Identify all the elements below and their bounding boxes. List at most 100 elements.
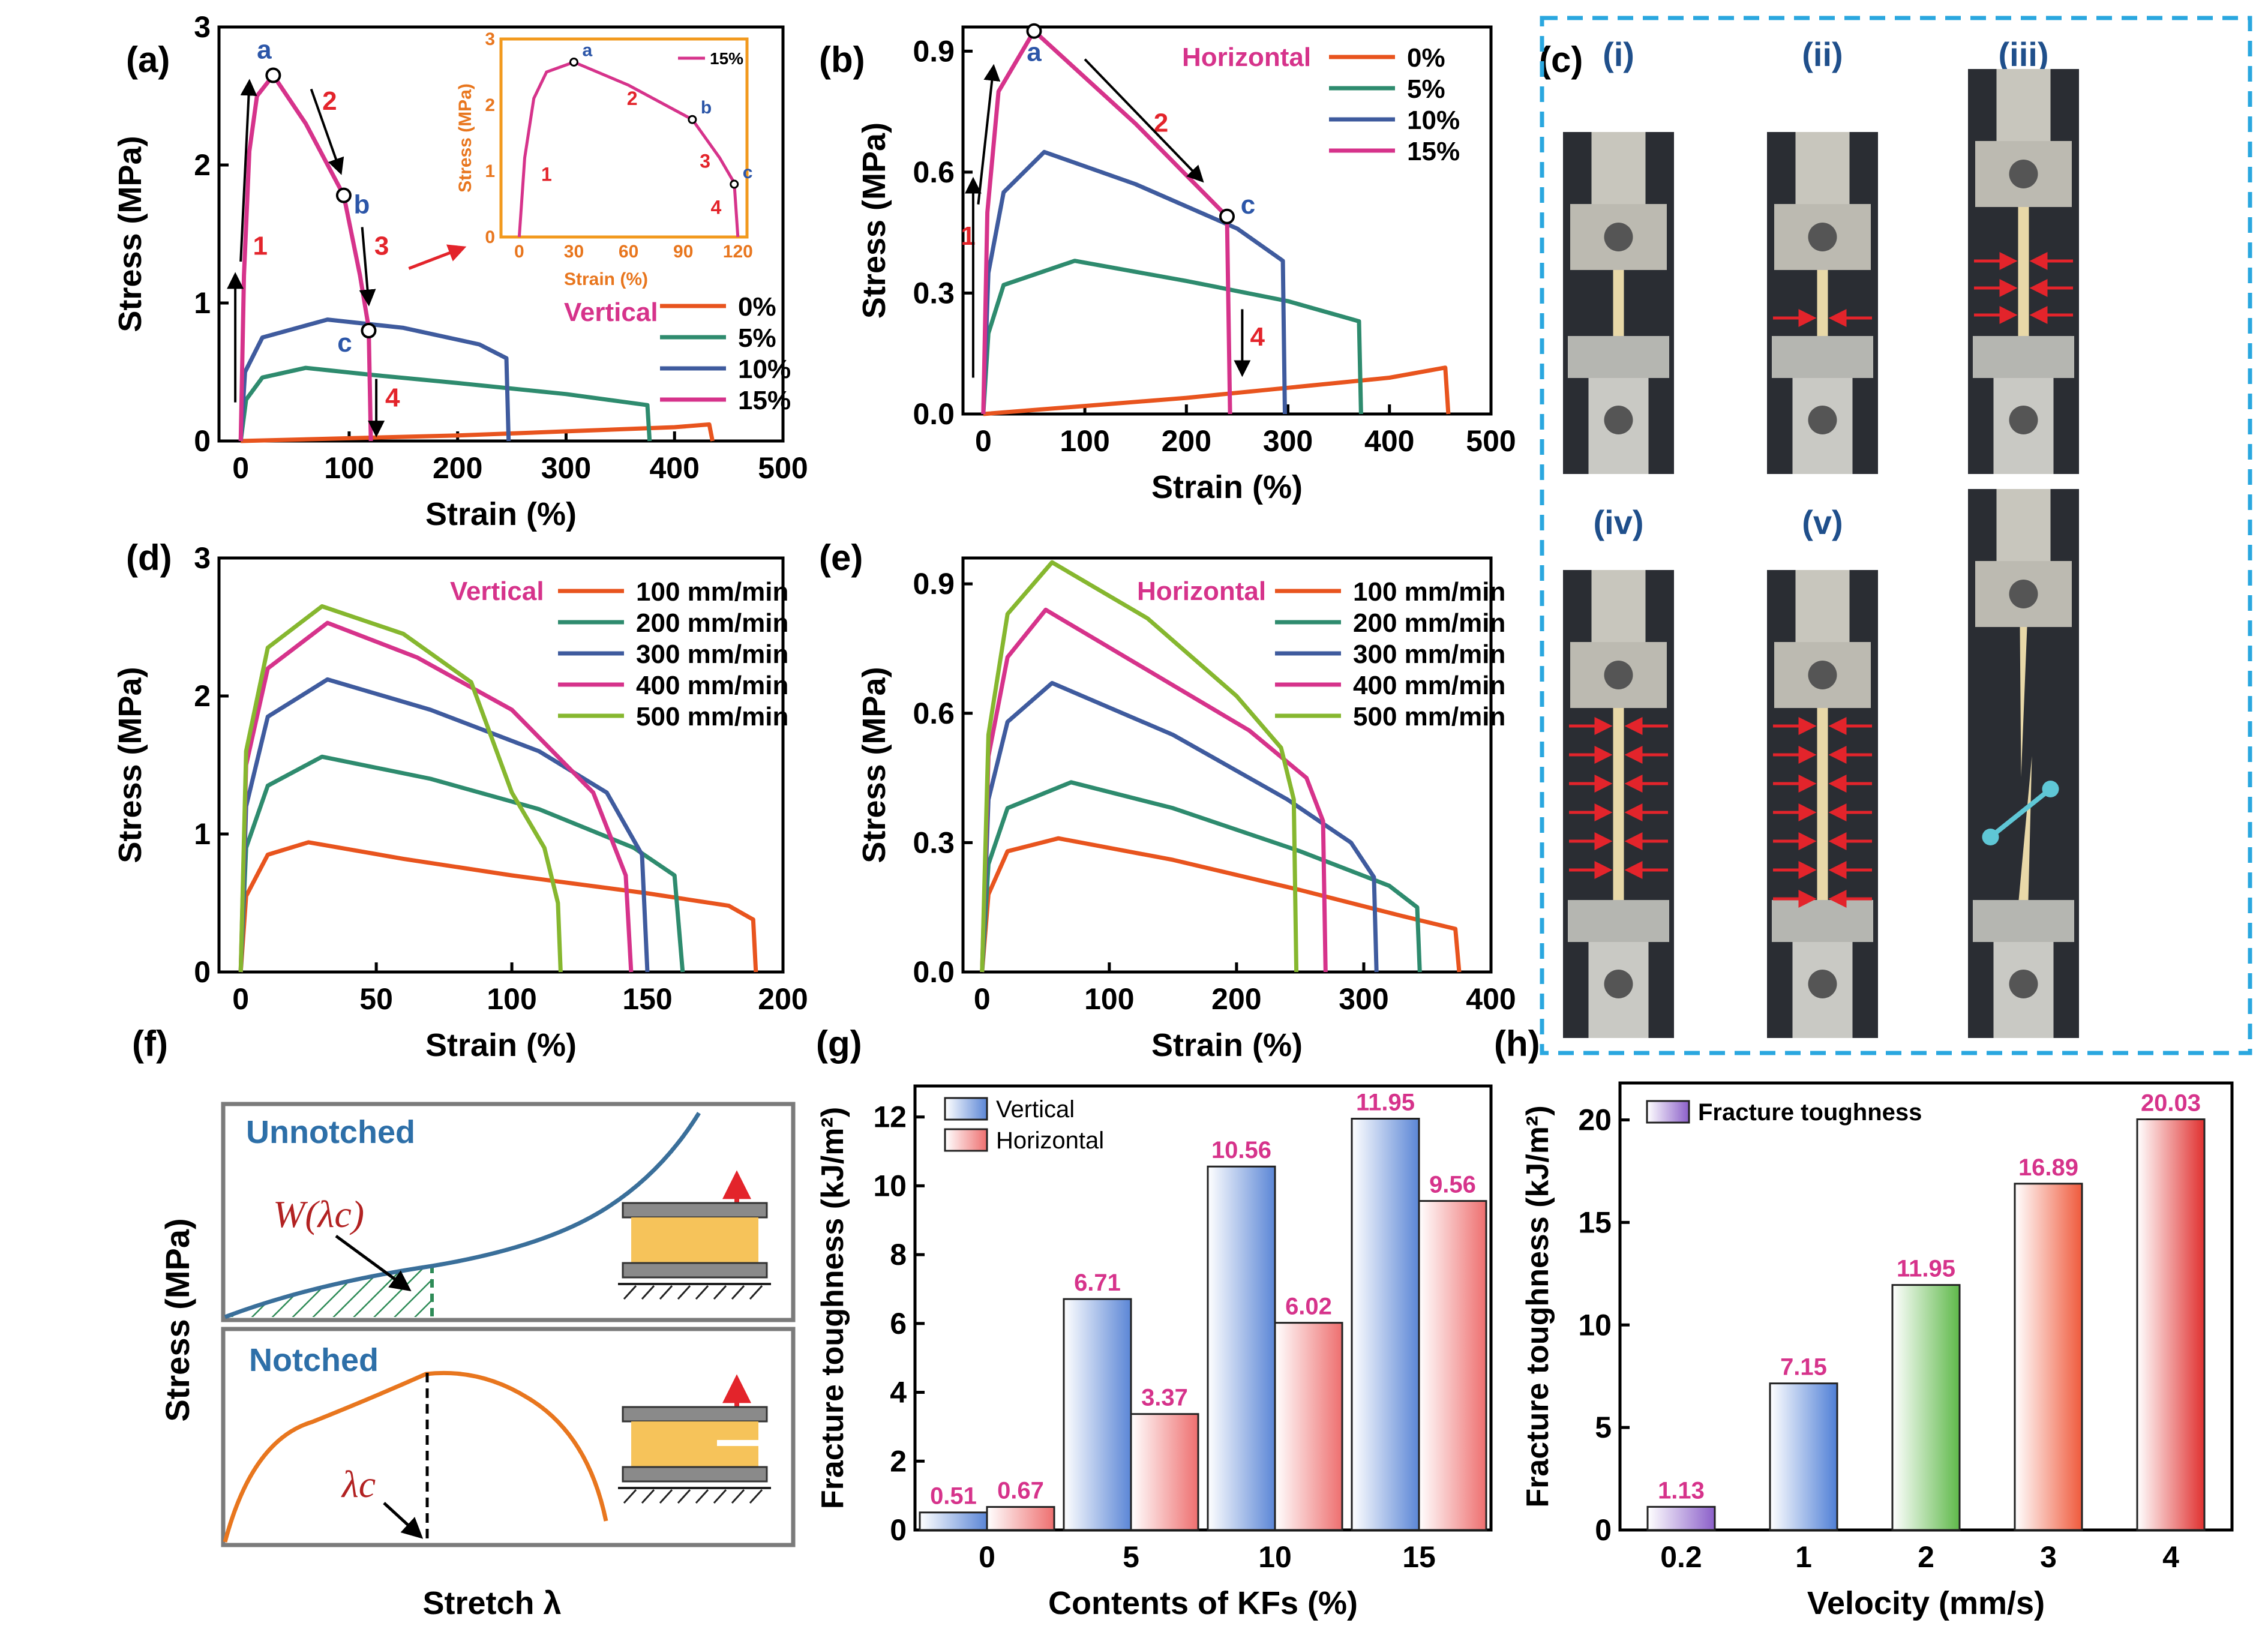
chart-g-toughness-by-content: 0 2 4 6 8 10 12 Contents of KFs (%) Fracture tou… [815,1084,1493,1621]
x-tick-label: 5 [1123,1540,1139,1574]
inset-step-label: 3 [700,151,710,172]
x-axis-label: Strain (%) [1151,469,1303,505]
legend-label: 500 mm/min [636,702,788,731]
x-tick-label: 100 [1060,424,1109,458]
bar-velocity-0.2 [1646,1505,1716,1531]
series-line-400-mm-min [980,607,1328,973]
y-tick-label: 0 [890,1513,907,1547]
point-label-a: a [257,35,272,65]
inset-y-tick-label: 2 [485,95,495,115]
process-arrow [1084,58,1204,183]
unnotched-title: Unnotched [246,1114,415,1150]
series-line-200-mm-min [980,780,1422,973]
photo-1 [1563,132,1674,474]
inset-point-label: b [701,98,712,118]
bar-vertical-15 [1351,1117,1420,1531]
bar-value-label: 3.37 [1141,1385,1188,1411]
y-tick-label: 6 [890,1307,907,1340]
y-axis-label: Fracture toughness (kJ/m²) [1520,1105,1555,1507]
y-tick-label: 0 [194,955,211,989]
x-tick-label: 2 [1918,1540,1934,1574]
inset-step-label: 1 [541,164,552,185]
x-tick-label: 200 [433,451,482,485]
x-tick-label: 200 [1162,424,1211,458]
point-label-b: b [353,190,370,220]
y-tick-label: 12 [873,1100,907,1134]
legend-label: Horizontal [996,1127,1104,1154]
inset-series-line [517,60,740,238]
panel-label-b: (b) [819,40,865,80]
legend-label: 5% [1407,74,1445,104]
series-line-500-mm-min [980,560,1299,973]
bar-vertical-5 [1063,1298,1132,1531]
series-line-100-mm-min [238,840,758,973]
x-axis-label: Strain (%) [1151,1027,1303,1063]
unnotched-hatched-area [225,1266,432,1317]
legend-label: 300 mm/min [636,640,788,669]
photo-label: (ii) [1802,35,1843,73]
process-arrow [239,79,257,262]
bar-velocity-3 [2014,1183,2083,1531]
legend-label: 300 mm/min [1353,640,1505,669]
legend-label: 10% [1407,106,1460,135]
y-tick-label: 0.9 [913,34,955,68]
x-tick-label: 0 [979,1540,995,1574]
y-tick-label: 0.0 [913,955,955,989]
photo-5 [1767,570,1878,1038]
y-tick-label: 10 [873,1169,907,1202]
unnotched-curve [224,1112,701,1319]
x-tick-label: 0 [974,982,991,1016]
panel-c-dashed-border [1540,16,2252,1055]
series-line-100-mm-min [980,836,1462,973]
y-tick-label: 0.3 [913,276,955,310]
series-line-15- [981,29,1232,415]
legend-swatch [1646,1100,1690,1124]
inset-y-tick-label: 0 [485,227,495,247]
y-tick-label: 3 [194,541,211,575]
step-label-3: 3 [374,232,389,261]
series-line-300-mm-min [238,677,650,973]
bar-horizontal-0 [986,1506,1055,1531]
bar-value-label: 11.95 [1897,1256,1955,1282]
photo-6 [1968,489,2079,1038]
y-tick-label: 3 [194,10,211,44]
legend-label: Fracture toughness [1698,1099,1922,1126]
legend-label: 0% [738,292,776,322]
series-line-5- [981,259,1363,415]
x-tick-label: 200 [758,982,808,1016]
inset-x-tick-label: 60 [619,242,638,262]
legend-label: 200 mm/min [636,608,788,638]
process-arrow [310,88,344,175]
bar-value-label: 9.56 [1429,1172,1476,1198]
point-label-c: c [337,328,352,358]
panel-label-f: (f) [132,1024,168,1064]
bar-value-label: 16.89 [2018,1154,2078,1181]
schematic-xlabel: Stretch λ [422,1585,561,1621]
plot-frame [217,556,785,974]
panel-label-e: (e) [819,538,863,578]
photo-label: (iv) [1594,503,1644,541]
photo-2 [1767,132,1878,474]
lambda-arrow [383,1502,424,1539]
legend-label: 10% [738,355,791,384]
schematic-ylabel: Stress (MPa) [158,1218,196,1421]
series-line-400-mm-min [238,620,634,973]
panel-label-c: (c) [1539,40,1583,80]
point-marker-c [361,323,377,338]
bar-vertical-10 [1207,1165,1276,1531]
x-tick-label: 50 [359,982,393,1016]
step-label-2: 2 [322,86,337,116]
y-tick-label: 20 [1578,1103,1612,1137]
legend-label: 15% [1407,137,1460,166]
inset-y-tick-label: 3 [485,29,495,49]
x-axis-label: Strain (%) [425,1027,577,1063]
point-marker-a [1026,23,1042,39]
x-axis-label: Velocity (mm/s) [1807,1585,2045,1621]
x-tick-label: 400 [1466,982,1516,1016]
legend-label: 400 mm/min [636,671,788,700]
x-tick-label: 10 [1258,1540,1292,1574]
legend-label: 200 mm/min [1353,608,1505,638]
process-arrow [359,227,376,307]
bar-horizontal-15 [1418,1200,1487,1531]
x-tick-label: 300 [1339,982,1388,1016]
